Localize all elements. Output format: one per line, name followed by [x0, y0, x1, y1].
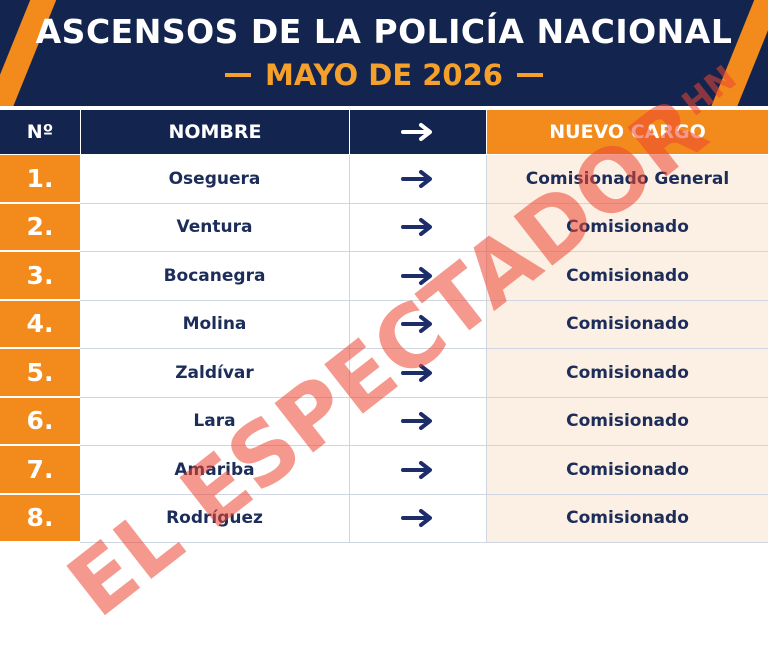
row-number: 2.	[0, 203, 80, 252]
row-name: Oseguera	[80, 155, 350, 204]
dash	[516, 73, 543, 77]
row-arrow	[350, 494, 487, 543]
row-name: Zaldívar	[80, 349, 350, 398]
subtitle: MAYO DE 2026	[265, 58, 503, 92]
column-header: Nº	[0, 110, 80, 154]
column-header-icon	[350, 110, 486, 154]
arrow-icon	[401, 266, 432, 285]
arrow-icon	[401, 363, 432, 382]
row-arrow	[350, 300, 487, 349]
row-cargo: Comisionado	[487, 300, 768, 349]
row-number: 1.	[0, 155, 80, 204]
column-header: NOMBRE	[81, 110, 349, 154]
row-number: 7.	[0, 446, 80, 495]
arrow-icon	[401, 123, 432, 141]
row-arrow	[350, 252, 487, 301]
row-arrow	[350, 349, 487, 398]
row-cargo: Comisionado	[487, 397, 768, 446]
arrow-icon	[401, 509, 432, 528]
arrow-icon	[401, 169, 432, 188]
arrow-icon	[401, 412, 432, 431]
row-name: Rodríguez	[80, 494, 350, 543]
row-arrow	[350, 446, 487, 495]
row-number: 5.	[0, 349, 80, 398]
arrow-icon	[401, 315, 432, 334]
row-name: Bocanegra	[80, 252, 350, 301]
row-name: Amariba	[80, 446, 350, 495]
title: ASCENSOS DE LA POLICÍA NACIONAL	[35, 12, 733, 51]
row-number: 6.	[0, 397, 80, 446]
row-number: 4.	[0, 300, 80, 349]
column-header: NUEVO CARGO	[487, 110, 768, 154]
arrow-icon	[401, 218, 432, 237]
row-arrow	[350, 397, 487, 446]
arrow-icon	[401, 460, 432, 479]
row-arrow	[350, 155, 487, 204]
page: ASCENSOS DE LA POLICÍA NACIONAL MAYO DE …	[0, 0, 768, 637]
row-cargo: Comisionado	[487, 203, 768, 252]
row-name: Molina	[80, 300, 350, 349]
row-name: Ventura	[80, 203, 350, 252]
row-name: Lara	[80, 397, 350, 446]
row-cargo: Comisionado	[487, 446, 768, 495]
row-cargo: Comisionado	[487, 494, 768, 543]
row-cargo: Comisionado	[487, 252, 768, 301]
row-number: 3.	[0, 252, 80, 301]
row-cargo: Comisionado General	[487, 155, 768, 204]
dash	[225, 73, 252, 77]
row-arrow	[350, 203, 487, 252]
subtitle-row: MAYO DE 2026	[0, 58, 768, 92]
row-cargo: Comisionado	[487, 349, 768, 398]
row-number: 8.	[0, 494, 80, 543]
header: ASCENSOS DE LA POLICÍA NACIONAL MAYO DE …	[0, 0, 768, 106]
